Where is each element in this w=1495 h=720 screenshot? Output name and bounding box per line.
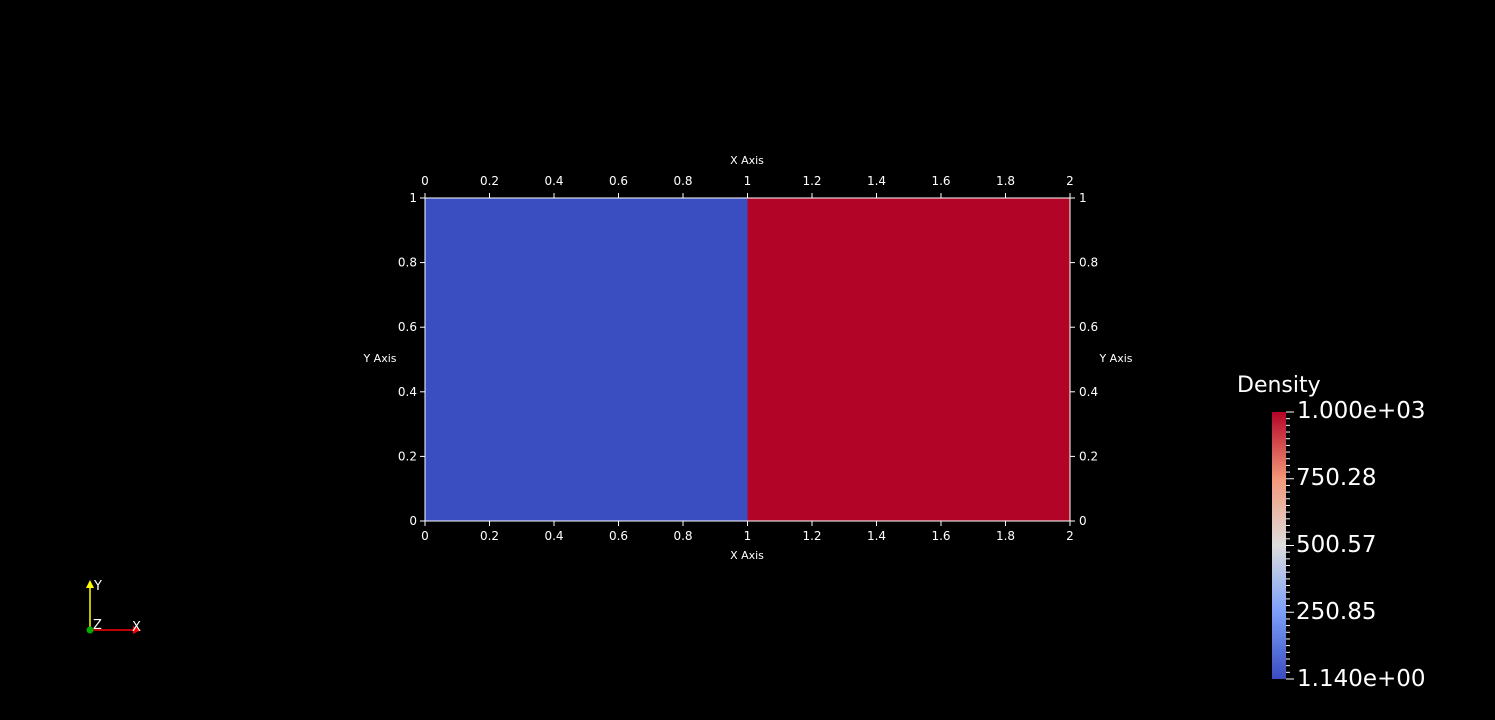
orientation-y-label: Y — [93, 579, 102, 594]
x-tick-label-bottom-8: 1.6 — [931, 529, 950, 543]
x-tick-label-top-7: 1.4 — [867, 174, 886, 188]
colorbar-label-max: 1.000e+03 — [1297, 398, 1426, 424]
density-region-2 — [748, 198, 1071, 521]
x-tick-label-bottom-7: 1.4 — [867, 529, 886, 543]
y-axis-title-left: Y Axis — [362, 352, 396, 365]
x-tick-label-bottom-0: 0 — [421, 529, 429, 543]
x-tick-label-top-2: 0.4 — [544, 174, 563, 188]
x-tick-label-bottom-6: 1.2 — [802, 529, 821, 543]
y-tick-label-right-1: 0.2 — [1079, 449, 1098, 463]
colorbar-label-q3: 750.28 — [1296, 465, 1376, 491]
y-axis-title-right: Y Axis — [1098, 352, 1132, 365]
x-axis-title-bottom: X Axis — [730, 549, 764, 562]
color-legend: Density 1.000e+03 750.28 500.57 250.85 1… — [1237, 373, 1426, 692]
x-tick-label-top-9: 1.8 — [996, 174, 1015, 188]
y-tick-label-left-3: 0.6 — [398, 320, 417, 334]
x-tick-label-top-4: 0.8 — [673, 174, 692, 188]
density-region-1 — [425, 198, 748, 521]
colorbar-label-q1: 250.85 — [1296, 599, 1376, 625]
orientation-z-label: Z — [93, 618, 102, 633]
x-tick-label-top-1: 0.2 — [480, 174, 499, 188]
x-tick-label-top-6: 1.2 — [802, 174, 821, 188]
x-tick-label-bottom-2: 0.4 — [544, 529, 563, 543]
y-tick-label-right-3: 0.6 — [1079, 320, 1098, 334]
density-field — [425, 198, 1070, 521]
x-tick-label-top-10: 2 — [1066, 174, 1074, 188]
y-tick-label-right-0: 0 — [1079, 514, 1087, 528]
orientation-x-label: X — [132, 620, 141, 635]
x-tick-label-bottom-10: 2 — [1066, 529, 1074, 543]
x-axis-title-top: X Axis — [730, 154, 764, 167]
x-tick-label-bottom-5: 1 — [744, 529, 752, 543]
x-tick-label-bottom-4: 0.8 — [673, 529, 692, 543]
y-tick-label-left-1: 0.2 — [398, 449, 417, 463]
colorbar-label-min: 1.140e+00 — [1297, 666, 1426, 692]
colorbar-gradient — [1272, 412, 1286, 679]
colorbar-label-mid: 500.57 — [1296, 532, 1376, 558]
x-tick-label-bottom-9: 1.8 — [996, 529, 1015, 543]
y-tick-label-left-0: 0 — [409, 514, 417, 528]
x-tick-label-bottom-1: 0.2 — [480, 529, 499, 543]
colorbar-ticks — [1286, 412, 1294, 679]
y-tick-label-left-5: 1 — [409, 191, 417, 205]
y-tick-label-right-2: 0.4 — [1079, 385, 1098, 399]
orientation-axes: Y X Z — [86, 579, 141, 635]
x-tick-label-bottom-3: 0.6 — [609, 529, 628, 543]
orientation-y-arrow — [86, 580, 94, 588]
y-tick-label-right-4: 0.8 — [1079, 256, 1098, 270]
x-tick-label-top-5: 1 — [744, 174, 752, 188]
colorbar-title: Density — [1237, 373, 1321, 398]
y-tick-label-right-5: 1 — [1079, 191, 1087, 205]
y-tick-label-left-2: 0.4 — [398, 385, 417, 399]
x-tick-label-top-0: 0 — [421, 174, 429, 188]
x-tick-label-top-3: 0.6 — [609, 174, 628, 188]
y-tick-label-left-4: 0.8 — [398, 256, 417, 270]
x-tick-label-top-8: 1.6 — [931, 174, 950, 188]
